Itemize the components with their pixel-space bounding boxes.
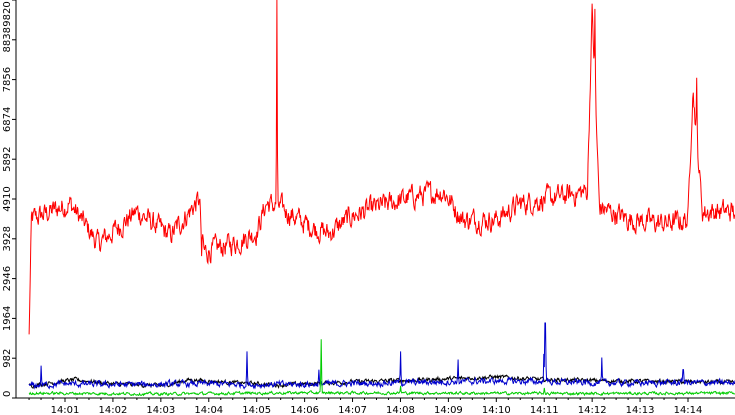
y-tick-label: 9820 [2, 1, 13, 26]
y-tick-label: 1964 [2, 306, 13, 331]
x-ticks: 14:01 14:02 14:03 14:04 14:05 14:06 14:07 14:08… [28, 398, 703, 415]
series-layer [28, 0, 735, 397]
y-tick-label: 8838 [2, 27, 13, 52]
x-tick-label: 14:10 [482, 405, 511, 415]
x-tick-label: 14:12 [578, 405, 607, 415]
x-tick-label: 14:05 [242, 405, 271, 415]
x-tick-label: 14:07 [338, 405, 367, 415]
x-tick-label: 14:09 [434, 405, 463, 415]
y-tick-label: 982 [2, 349, 13, 368]
x-tick-label: 14:01 [51, 405, 80, 415]
x-tick-label: 14:14 [674, 405, 703, 415]
x-tick-label: 14:03 [146, 405, 175, 415]
y-tick-label: 7856 [2, 67, 13, 92]
series-line-3 [28, 339, 735, 397]
x-tick-label: 14:04 [194, 405, 223, 415]
x-tick-label: 14:06 [290, 405, 319, 415]
y-tick-label: 5892 [2, 146, 13, 171]
y-tick-label: 6874 [2, 107, 13, 132]
x-tick-label: 14:02 [99, 405, 128, 415]
series-line-2 [28, 322, 735, 390]
series-line-0 [28, 0, 735, 335]
y-tick-label: 4910 [2, 186, 13, 211]
y-tick-label: 2946 [2, 266, 13, 291]
x-tick-label: 14:11 [530, 405, 559, 415]
x-tick-label: 14:08 [386, 405, 415, 415]
x-tick-label: 14:13 [626, 405, 655, 415]
y-tick-label: 0 [2, 391, 13, 397]
y-tick-label: 3928 [2, 226, 13, 251]
